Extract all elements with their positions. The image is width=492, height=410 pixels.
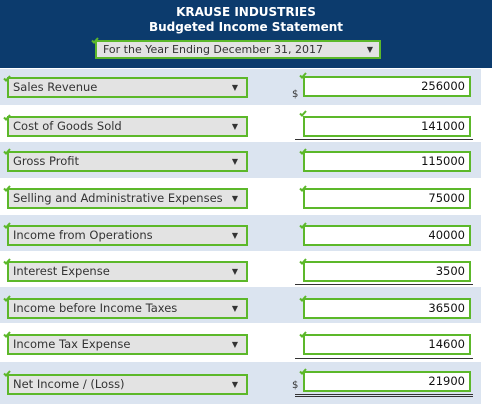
row-amount-input[interactable]: 75000 (303, 188, 471, 209)
company-name: KRAUSE INDUSTRIES (176, 5, 316, 19)
chevron-down-icon: ▼ (231, 122, 238, 131)
row-label-select[interactable]: Income Tax Expense ▼ (7, 334, 248, 355)
period-select[interactable]: For the Year Ending December 31, 2017 ▼ (95, 40, 381, 59)
row-label: Cost of Goods Sold (13, 119, 122, 133)
statement-row: Selling and Administrative Expenses ▼ 75… (0, 178, 492, 214)
chevron-down-icon: ▼ (231, 194, 238, 203)
statement-row: Income before Income Taxes ▼ 36500 (0, 287, 492, 323)
subtotal-underline (295, 358, 473, 359)
statement-title: Budgeted Income Statement (148, 20, 344, 34)
check-icon (3, 370, 11, 377)
row-label: Interest Expense (13, 264, 110, 278)
chevron-down-icon: ▼ (366, 45, 373, 54)
row-label-select[interactable]: Selling and Administrative Expenses ▼ (7, 188, 248, 209)
check-icon (3, 331, 11, 338)
chevron-down-icon: ▼ (231, 304, 238, 313)
statement-row: Sales Revenue ▼ $ 256000 (0, 69, 492, 105)
row-label: Income Tax Expense (13, 337, 131, 351)
total-double-underline-bottom (295, 396, 473, 397)
row-amount-input[interactable]: 256000 (303, 76, 471, 97)
row-amount-input[interactable]: 40000 (303, 225, 471, 246)
check-icon (3, 185, 11, 192)
row-label-select[interactable]: Income from Operations ▼ (7, 225, 248, 246)
row-label-select[interactable]: Income before Income Taxes ▼ (7, 298, 248, 319)
check-icon (91, 37, 99, 44)
statement-header: KRAUSE INDUSTRIES Budgeted Income Statem… (0, 0, 492, 68)
period-select-value: For the Year Ending December 31, 2017 (103, 43, 323, 56)
row-label: Income from Operations (13, 228, 153, 242)
currency-symbol: $ (292, 89, 299, 100)
row-label: Net Income / (Loss) (13, 377, 125, 391)
check-icon (3, 258, 11, 265)
statement-row: Gross Profit ▼ 115000 (0, 142, 492, 178)
chevron-down-icon: ▼ (231, 83, 238, 92)
check-icon (299, 368, 307, 375)
statement-row: Interest Expense ▼ 3500 (0, 251, 492, 287)
row-label-select[interactable]: Interest Expense ▼ (7, 261, 248, 282)
check-icon (299, 258, 307, 265)
chevron-down-icon: ▼ (231, 380, 238, 389)
row-amount-input[interactable]: 14600 (303, 334, 471, 355)
subtotal-underline (295, 139, 473, 140)
row-label-select[interactable]: Sales Revenue ▼ (7, 77, 248, 98)
statement-row: Net Income / (Loss) ▼ $ 21900 (0, 362, 492, 404)
check-icon (299, 331, 307, 338)
statement-row: Income from Operations ▼ 40000 (0, 215, 492, 251)
row-label: Income before Income Taxes (13, 301, 178, 315)
chevron-down-icon: ▼ (231, 157, 238, 166)
row-amount-input[interactable]: 3500 (303, 261, 471, 282)
check-icon (3, 222, 11, 229)
check-icon (299, 185, 307, 192)
row-amount-input[interactable]: 141000 (303, 116, 471, 137)
row-amount-input[interactable]: 115000 (303, 151, 471, 172)
check-icon (3, 295, 11, 302)
total-double-underline-top (295, 394, 473, 395)
row-amount-input[interactable]: 21900 (303, 371, 471, 392)
statement-row: Cost of Goods Sold ▼ 141000 (0, 106, 492, 142)
chevron-down-icon: ▼ (231, 231, 238, 240)
statement-row: Income Tax Expense ▼ 14600 (0, 323, 492, 359)
subtotal-underline (295, 284, 473, 285)
row-label-select[interactable]: Gross Profit ▼ (7, 151, 248, 172)
chevron-down-icon: ▼ (231, 340, 238, 349)
row-label: Sales Revenue (13, 80, 98, 94)
check-icon (299, 72, 307, 79)
check-icon (299, 295, 307, 302)
row-label: Gross Profit (13, 154, 80, 168)
row-label: Selling and Administrative Expenses (13, 191, 223, 205)
row-label-select[interactable]: Cost of Goods Sold ▼ (7, 116, 248, 137)
chevron-down-icon: ▼ (231, 267, 238, 276)
check-icon (299, 110, 307, 117)
check-icon (299, 148, 307, 155)
currency-symbol: $ (292, 380, 299, 391)
check-icon (299, 222, 307, 229)
check-icon (3, 148, 11, 155)
row-label-select[interactable]: Net Income / (Loss) ▼ (7, 374, 248, 395)
row-amount-input[interactable]: 36500 (303, 298, 471, 319)
